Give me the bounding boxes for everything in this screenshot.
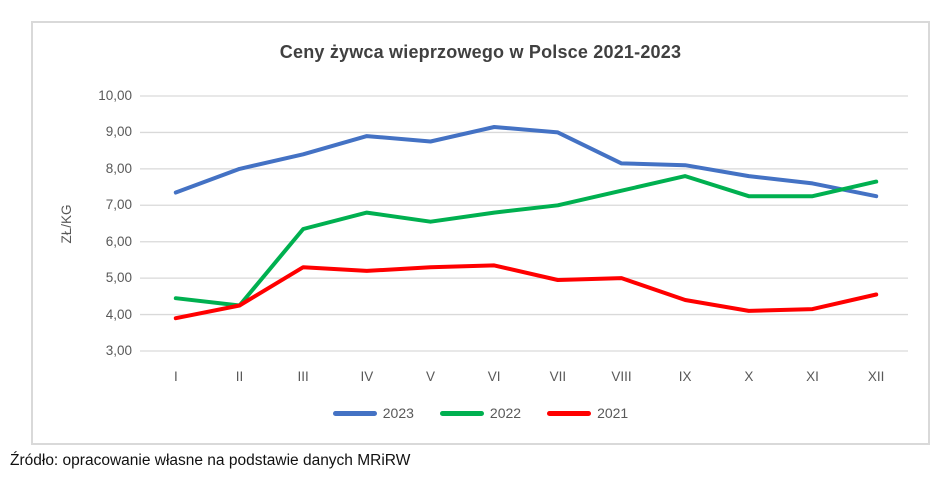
x-tick-label: VII bbox=[549, 369, 567, 384]
source-note: Źródło: opracowanie własne na podstawie … bbox=[10, 452, 411, 469]
x-tick-label: IX bbox=[678, 369, 692, 384]
legend-swatch-2021 bbox=[547, 410, 592, 416]
x-tick-label: XII bbox=[867, 369, 885, 384]
chart-title: Ceny żywca wieprzowego w Polsce 2021-202… bbox=[279, 42, 682, 62]
legend-label-2022: 2022 bbox=[489, 405, 522, 421]
gridlines bbox=[140, 95, 908, 352]
x-tick-label: III bbox=[297, 369, 309, 384]
x-tick-label: II bbox=[235, 369, 244, 384]
chart-frame bbox=[31, 21, 930, 445]
series-line-2022 bbox=[173, 174, 879, 308]
legend-item-2023: 2023 bbox=[332, 405, 414, 421]
y-tick-label: 4,00 bbox=[105, 306, 132, 322]
legend-item-2021: 2021 bbox=[547, 405, 628, 421]
y-tick-label: 8,00 bbox=[105, 160, 132, 176]
legend-swatch-2023 bbox=[332, 410, 377, 416]
y-tick-label: 7,00 bbox=[105, 197, 132, 213]
y-tick-label: 5,00 bbox=[105, 270, 132, 286]
legend-label-2021: 2021 bbox=[597, 405, 629, 421]
y-axis-title: ZŁ/KG bbox=[59, 204, 74, 244]
x-tick-label: IV bbox=[360, 369, 374, 384]
x-tick-label: I bbox=[173, 369, 178, 384]
series-line-2021 bbox=[173, 263, 879, 321]
x-tick-label: XI bbox=[806, 369, 819, 384]
x-tick-label: VIII bbox=[611, 369, 632, 384]
legend-label-2023: 2023 bbox=[382, 405, 414, 421]
legend-item-2022: 2022 bbox=[439, 405, 522, 421]
chart-legend: 2023 2022 2021 bbox=[31, 405, 930, 421]
x-tick-label: X bbox=[744, 369, 754, 384]
series-line-2023 bbox=[173, 125, 879, 199]
y-tick-label: 9,00 bbox=[105, 124, 132, 140]
y-tick-label: 3,00 bbox=[105, 343, 132, 358]
x-tick-label: VI bbox=[487, 369, 501, 384]
legend-swatch-2022 bbox=[439, 410, 484, 416]
x-tick-label: V bbox=[425, 369, 435, 384]
y-tick-label: 6,00 bbox=[105, 233, 132, 249]
y-tick-label: 10,00 bbox=[98, 88, 132, 103]
series-lines bbox=[173, 125, 879, 321]
